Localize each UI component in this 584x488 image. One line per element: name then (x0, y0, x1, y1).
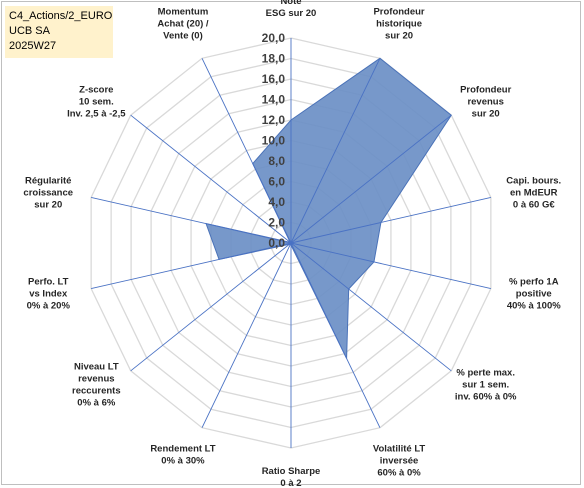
spoke-12 (130, 114, 292, 244)
axis-label-9: Niveau LT revenus reccurents 0% à 6% (72, 362, 121, 409)
header-line-company: UCB SA (9, 25, 50, 37)
axis-label-3: Capi. bours. en MdEUR 0 à 60 G€ (506, 175, 561, 210)
header-line-portfolio: C4_Actions/2_EURO (9, 10, 113, 22)
tick-label-8: 16,0 (262, 72, 286, 86)
tick-label-6: 12,0 (262, 113, 286, 127)
tick-label-4: 8,0 (268, 154, 285, 168)
tick-label-0: 0,0 (268, 236, 285, 250)
axis-label-11: Régularité croissance sur 20 (23, 175, 73, 210)
spoke-13 (201, 58, 292, 244)
tick-label-9: 18,0 (262, 52, 286, 66)
header-line-week: 2025W27 (9, 40, 57, 52)
tick-label-7: 14,0 (262, 93, 286, 107)
series-area-0 (205, 57, 452, 359)
axis-label-4: % perfo 1A positive 40% à 100% (507, 277, 561, 312)
spoke-3 (290, 196, 491, 244)
tick-label-2: 4,0 (268, 195, 285, 209)
tick-label-10: 20,0 (262, 31, 286, 45)
spoke-11 (91, 196, 292, 244)
spoke-6 (290, 242, 381, 428)
axis-label-1: Profondeur historique sur 20 (373, 6, 424, 41)
tick-label-5: 10,0 (262, 134, 286, 148)
spoke-5 (290, 242, 452, 372)
spoke-4 (290, 242, 491, 290)
axis-label-5: % perte max. sur 1 sem. inv. 60% à 0% (455, 368, 517, 403)
axis-label-2: Profondeur revenus sur 20 (460, 84, 511, 119)
axis-label-13: Momentum Achat (20) / Vente (0) (157, 6, 209, 41)
radar-spokes (91, 38, 491, 448)
radar-tick-labels: 0,0 2,0 4,0 6,0 8,0 10,0 12,0 14,0 16,0 18,0 20,0 (262, 31, 286, 250)
spoke-1 (290, 58, 381, 244)
axis-label-12: Z-score 10 sem. Inv. 2,5 à -2,5 (67, 84, 126, 119)
spoke-10 (91, 242, 292, 290)
chart-header-box: C4_Actions/2_EURO UCB SA 2025W27 (5, 6, 113, 58)
axis-label-8: Rendement LT 0% à 30% (150, 444, 215, 467)
axis-label-6: Volatilité LT inversée 60% à 0% (373, 444, 426, 479)
axis-label-0: Note ESG sur 20 (266, 0, 317, 19)
tick-label-3: 6,0 (268, 175, 285, 189)
spoke-9 (130, 242, 292, 372)
spoke-2 (290, 114, 452, 244)
tick-label-1: 2,0 (268, 216, 285, 230)
axis-label-7: Ratio Sharpe 0 à 2 (262, 466, 321, 488)
axis-label-10: Perfo. LT vs Index 0% à 20% (27, 277, 71, 312)
radar-axis-labels: Note ESG sur 20 Profondeur historique sur 20… (23, 0, 561, 488)
radar-series (205, 57, 452, 359)
spoke-8 (201, 242, 292, 428)
